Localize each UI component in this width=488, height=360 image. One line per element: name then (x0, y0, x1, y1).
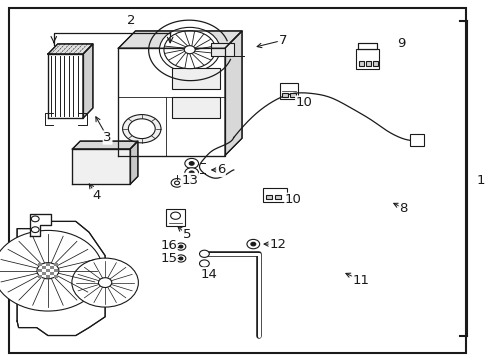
Polygon shape (48, 54, 83, 118)
Polygon shape (72, 149, 130, 184)
Text: 8: 8 (398, 202, 407, 215)
Text: 5: 5 (182, 228, 191, 241)
Circle shape (184, 168, 198, 178)
Bar (372, 61, 377, 66)
Bar (282, 93, 287, 97)
Circle shape (159, 27, 220, 72)
Circle shape (176, 255, 185, 262)
Circle shape (189, 162, 194, 165)
Polygon shape (130, 141, 138, 184)
Bar (50, 266, 54, 269)
Circle shape (174, 181, 179, 185)
Circle shape (128, 119, 155, 139)
Bar (355, 49, 379, 69)
Bar (46, 264, 50, 266)
Bar (54, 264, 58, 266)
Bar (50, 272, 54, 275)
Bar (289, 93, 295, 97)
Circle shape (98, 278, 112, 288)
Bar (42, 266, 46, 269)
Bar (358, 61, 363, 66)
Bar (46, 269, 50, 272)
Circle shape (184, 46, 195, 54)
Bar (38, 269, 42, 272)
Circle shape (176, 243, 185, 250)
Bar (171, 68, 219, 89)
Text: 9: 9 (396, 37, 405, 50)
Bar (365, 61, 370, 66)
Circle shape (72, 258, 138, 307)
Bar (166, 209, 184, 226)
Circle shape (0, 230, 102, 311)
Text: 10: 10 (285, 193, 301, 206)
Bar (38, 264, 42, 266)
Polygon shape (83, 44, 93, 118)
Bar (210, 43, 234, 56)
Text: 14: 14 (201, 268, 217, 281)
Circle shape (37, 263, 59, 279)
Bar (54, 269, 58, 272)
Polygon shape (224, 31, 242, 156)
Text: 12: 12 (269, 238, 285, 251)
Circle shape (250, 242, 255, 246)
Circle shape (179, 257, 183, 260)
Circle shape (184, 158, 198, 168)
Polygon shape (48, 44, 93, 54)
Bar (54, 275, 58, 278)
Bar (279, 83, 298, 99)
Polygon shape (30, 214, 51, 236)
Text: 7: 7 (278, 34, 286, 47)
Bar (409, 134, 424, 146)
Text: 16: 16 (160, 239, 177, 252)
Text: 11: 11 (352, 274, 368, 287)
Circle shape (179, 245, 183, 248)
Bar (46, 275, 50, 278)
Circle shape (31, 227, 39, 233)
Text: 2: 2 (126, 14, 135, 27)
Circle shape (199, 260, 209, 267)
Polygon shape (72, 141, 138, 149)
Polygon shape (17, 221, 105, 336)
Circle shape (31, 216, 39, 222)
Bar (265, 195, 271, 199)
Polygon shape (118, 31, 242, 48)
Bar (358, 43, 376, 49)
Text: 13: 13 (181, 174, 198, 186)
Circle shape (171, 179, 183, 187)
Circle shape (163, 31, 215, 69)
Text: 4: 4 (92, 189, 101, 202)
Bar (38, 275, 42, 278)
Circle shape (122, 114, 161, 143)
Text: 15: 15 (160, 252, 177, 265)
Circle shape (189, 171, 194, 175)
Bar (171, 96, 219, 118)
Text: 6: 6 (216, 163, 225, 176)
Text: 10: 10 (295, 96, 312, 109)
Bar (263, 188, 286, 202)
Circle shape (170, 212, 180, 219)
Polygon shape (118, 48, 224, 156)
Text: 1: 1 (475, 174, 484, 186)
Text: 3: 3 (103, 131, 112, 144)
Circle shape (199, 250, 209, 257)
Bar (42, 272, 46, 275)
Bar (274, 195, 280, 199)
Circle shape (246, 239, 259, 249)
